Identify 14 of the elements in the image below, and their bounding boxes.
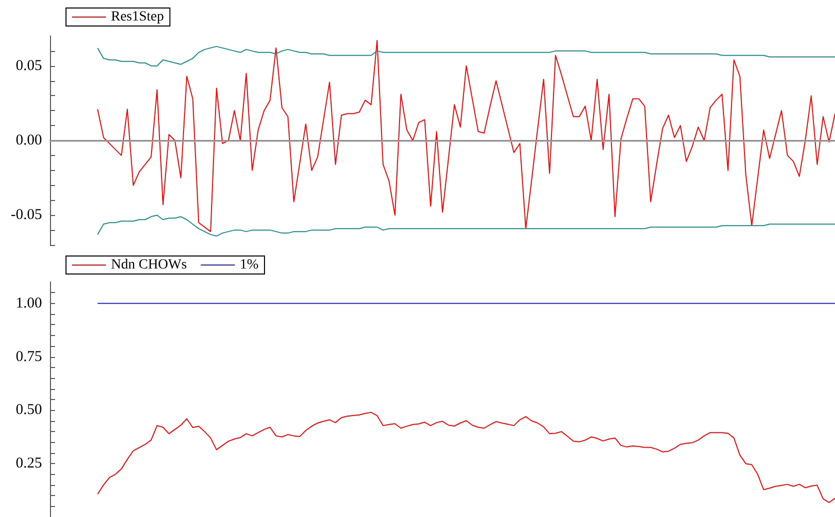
y-tick-label: 0.50 bbox=[16, 402, 42, 418]
y-tick-label: 0.00 bbox=[16, 132, 42, 148]
y-tick-label: -0.05 bbox=[10, 207, 42, 224]
legend-label: Res1Step bbox=[111, 10, 164, 24]
y-tick-label: 1.00 bbox=[16, 295, 42, 312]
legend-label: 1% bbox=[240, 258, 259, 272]
legend-label: Ndn CHOWs bbox=[111, 258, 187, 272]
line-series bbox=[97, 412, 835, 503]
y-tick-label: 0.05 bbox=[16, 58, 42, 74]
y-tick-label: 0.25 bbox=[16, 456, 42, 472]
line-series bbox=[97, 46, 835, 66]
line-series bbox=[97, 40, 835, 232]
y-tick-label: 0.75 bbox=[16, 348, 42, 365]
line-series bbox=[97, 214, 835, 237]
